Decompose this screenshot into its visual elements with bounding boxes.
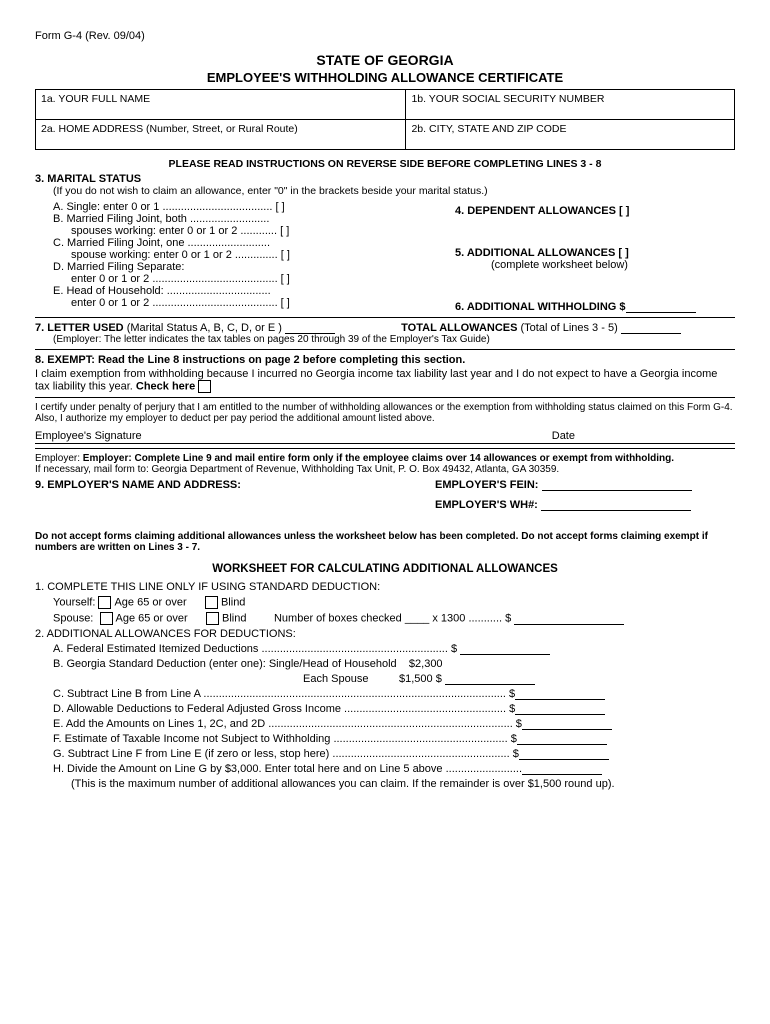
employer-mail-note: If necessary, mail form to: Georgia Depa… [35,464,735,475]
spouse-age-checkbox[interactable] [100,612,113,625]
section-6: 6. ADDITIONAL WITHHOLDING $ [455,301,626,313]
state-title: STATE OF GEORGIA [35,52,735,68]
section-4[interactable]: 4. DEPENDENT ALLOWANCES [ ] [455,205,735,217]
marital-c1: C. Married Filing Joint, one ...........… [53,237,455,249]
date-label[interactable]: Date [552,430,575,442]
marital-b2[interactable]: spouses working: enter 0 or 1 or 2 .....… [71,225,455,237]
age-label-2: Age 65 or over [116,612,188,624]
marital-d1: D. Married Filing Separate: [53,261,455,273]
ws-2b-amount[interactable] [445,673,535,685]
ws-line-2: 2. ADDITIONAL ALLOWANCES FOR DEDUCTIONS: [35,628,735,640]
ws-2b1: B. Georgia Standard Deduction (enter one… [53,658,397,670]
marital-b1: B. Married Filing Joint, both ..........… [53,213,455,225]
ws-yourself-label: Yourself: [53,596,95,608]
ws-2h-amount[interactable] [522,763,602,775]
ws-2c-amount[interactable] [515,688,605,700]
worksheet-title: WORKSHEET FOR CALCULATING ADDITIONAL ALL… [35,563,735,575]
total-allowances-sub: (Total of Lines 3 - 5) [521,322,618,334]
ws-1-amount[interactable] [514,613,624,625]
ws-2f-amount[interactable] [517,733,607,745]
marital-d2[interactable]: enter 0 or 1 or 2 ......................… [71,273,455,285]
ws-2a: A. Federal Estimated Itemized Deductions… [53,643,457,655]
ws-2d-amount[interactable] [515,703,605,715]
age-label-1: Age 65 or over [114,596,186,608]
identity-table: 1a. YOUR FULL NAME 1b. YOUR SOCIAL SECUR… [35,89,735,150]
form-title: EMPLOYEE'S WITHHOLDING ALLOWANCE CERTIFI… [35,70,735,85]
check-here-label: Check here [136,380,195,392]
field-1b[interactable]: 1b. YOUR SOCIAL SECURITY NUMBER [406,90,735,120]
wh-input[interactable] [541,499,691,511]
ws-2b2: Each Spouse [303,673,368,685]
employer-line-9-note: Employer: [35,453,83,464]
field-2a[interactable]: 2a. HOME ADDRESS (Number, Street, or Rur… [36,120,406,150]
ws-2e-amount[interactable] [522,718,612,730]
yourself-blind-checkbox[interactable] [205,596,218,609]
section-7-employer-note: (Employer: The letter indicates the tax … [53,334,735,345]
ws-2g: G. Subtract Line F from Line E (if zero … [53,748,519,760]
marital-e2[interactable]: enter 0 or 1 or 2 ......................… [71,297,455,309]
section-7-desc: (Marital Status A, B, C, D, or E ) [127,322,282,334]
ws-2c: C. Subtract Line B from Line A .........… [53,688,515,700]
section-9-title: 9. EMPLOYER'S NAME AND ADDRESS: [35,479,241,491]
marital-a[interactable]: A. Single: enter 0 or 1 ................… [53,201,455,213]
ws-spouse-label: Spouse: [53,612,93,624]
section-7-title: 7. LETTER USED [35,322,124,334]
letter-used-input[interactable] [285,322,335,334]
ws-2g-amount[interactable] [519,748,609,760]
section-3-note: (If you do not wish to claim an allowanc… [53,185,735,197]
employer-fein-label: EMPLOYER'S FEIN: [435,479,538,491]
exempt-checkbox[interactable] [198,380,211,393]
field-1a[interactable]: 1a. YOUR FULL NAME [36,90,406,120]
employer-wh-label: EMPLOYER'S WH#: [435,499,538,511]
boxes-checked-label: Number of boxes checked ____ x 1300 ....… [274,612,511,624]
section-3-title: 3. MARITAL STATUS [35,173,735,185]
fein-input[interactable] [542,479,692,491]
blind-label-1: Blind [221,596,245,608]
total-allowances-label: TOTAL ALLOWANCES [401,322,517,334]
employer-line-9-bold: Employer: Complete Line 9 and mail entir… [83,453,674,464]
form-revision: Form G-4 (Rev. 09/04) [35,30,735,42]
section-8-certify: I certify under penalty of perjury that … [35,402,735,424]
ws-2f: F. Estimate of Taxable Income not Subjec… [53,733,517,745]
marital-e1: E. Head of Household: ..................… [53,285,455,297]
signature-label[interactable]: Employee's Signature [35,430,142,442]
ws-2a-amount[interactable] [460,643,550,655]
ws-2e: E. Add the Amounts on Lines 1, 2C, and 2… [53,718,522,730]
spouse-blind-checkbox[interactable] [206,612,219,625]
total-allowances-input[interactable] [621,322,681,334]
additional-withholding-input[interactable] [626,301,696,313]
blind-label-2: Blind [222,612,246,624]
do-not-accept-note: Do not accept forms claiming additional … [35,531,735,553]
section-8-title: 8. EXEMPT: Read the Line 8 instructions … [35,354,735,366]
instruction-reverse: PLEASE READ INSTRUCTIONS ON REVERSE SIDE… [35,158,735,170]
yourself-age-checkbox[interactable] [98,596,111,609]
section-5[interactable]: 5. ADDITIONAL ALLOWANCES [ ] [455,247,735,259]
ws-2b2-val: $1,500 $ [399,673,442,685]
ws-2b1-val: $2,300 [409,658,443,670]
ws-2h-note: (This is the maximum number of additiona… [71,778,735,790]
section-5-sub: (complete worksheet below) [491,259,735,271]
ws-2h: H. Divide the Amount on Line G by $3,000… [53,763,522,775]
ws-2d: D. Allowable Deductions to Federal Adjus… [53,703,515,715]
field-2b[interactable]: 2b. CITY, STATE AND ZIP CODE [406,120,735,150]
marital-c2[interactable]: spouse working: enter 0 or 1 or 2 ......… [71,249,455,261]
ws-line-1: 1. COMPLETE THIS LINE ONLY IF USING STAN… [35,581,735,593]
